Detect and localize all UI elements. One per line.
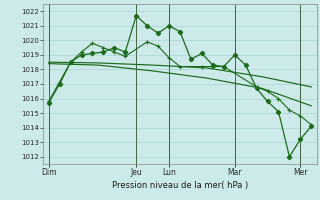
X-axis label: Pression niveau de la mer( hPa ): Pression niveau de la mer( hPa ): [112, 181, 248, 190]
